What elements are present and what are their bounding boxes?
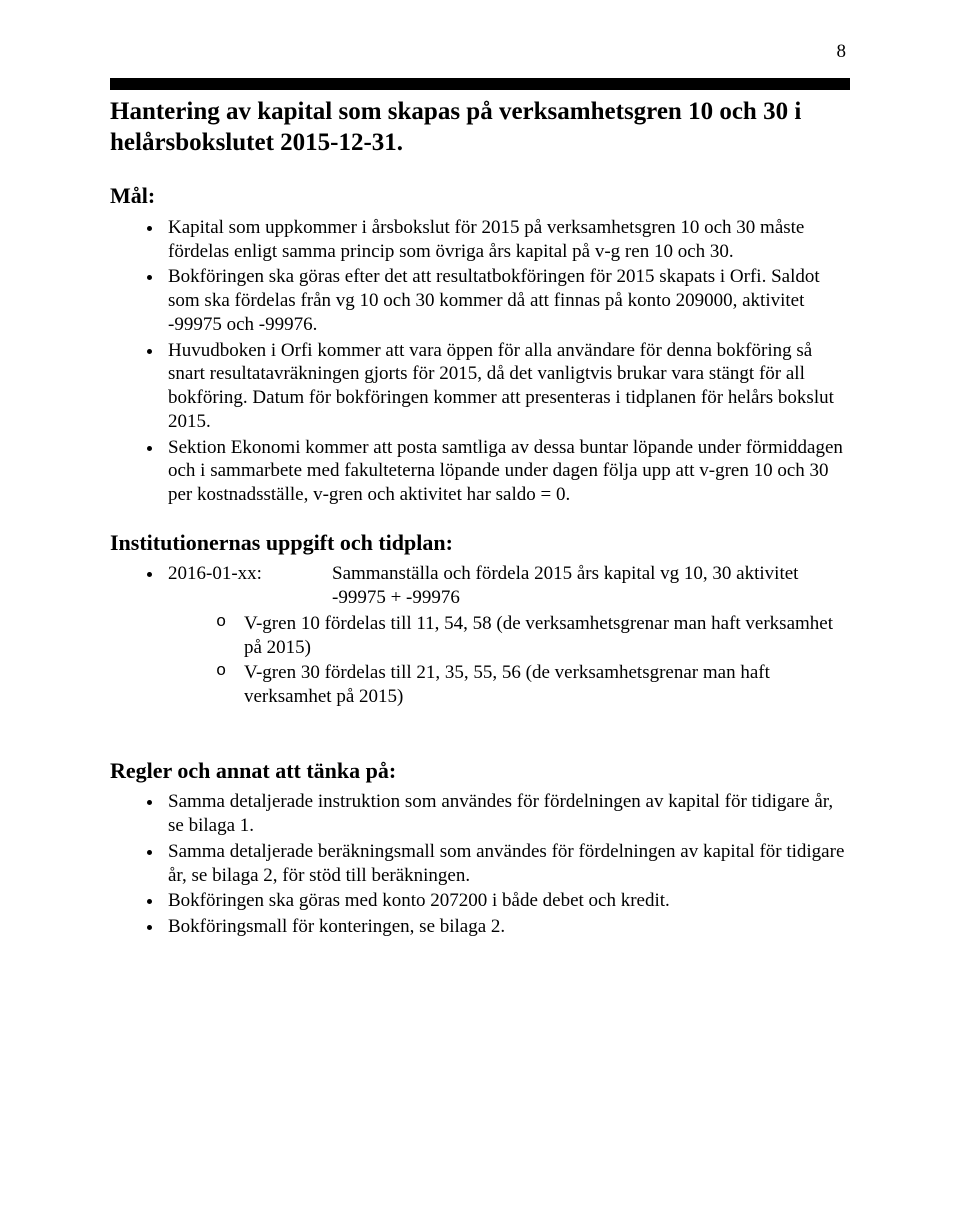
tidplan-subitem: V-gren 30 fördelas till 21, 35, 55, 56 (…	[216, 661, 850, 709]
tidplan-date: 2016-01-xx:	[168, 562, 332, 610]
mal-item: Huvudboken i Orfi kommer att vara öppen …	[164, 339, 850, 434]
regler-item: Samma detaljerade instruktion som använd…	[164, 790, 850, 838]
mal-list: Kapital som uppkommer i årsbokslut för 2…	[110, 216, 850, 507]
mal-item: Sektion Ekonomi kommer att posta samtlig…	[164, 436, 850, 507]
mal-heading: Mål:	[110, 182, 850, 210]
regler-list: Samma detaljerade instruktion som använd…	[110, 790, 850, 939]
regler-item: Bokföringsmall för konteringen, se bilag…	[164, 915, 850, 939]
regler-item: Bokföringen ska göras med konto 207200 i…	[164, 889, 850, 913]
tidplan-list: 2016-01-xx: Sammanställa och fördela 201…	[110, 562, 850, 709]
tidplan-intro: Sammanställa och fördela 2015 års kapita…	[332, 562, 850, 610]
page-title: Hantering av kapital som skapas på verks…	[110, 96, 850, 159]
regler-item: Samma detaljerade beräkningsmall som anv…	[164, 840, 850, 888]
tidplan-item: 2016-01-xx: Sammanställa och fördela 201…	[164, 562, 850, 709]
page-number: 8	[110, 40, 850, 64]
regler-heading: Regler och annat att tänka på:	[110, 757, 850, 785]
mal-item: Bokföringen ska göras efter det att resu…	[164, 265, 850, 336]
mal-item: Kapital som uppkommer i årsbokslut för 2…	[164, 216, 850, 264]
title-rule	[110, 78, 850, 90]
tidplan-subitem: V-gren 10 fördelas till 11, 54, 58 (de v…	[216, 612, 850, 660]
tidplan-sublist: V-gren 10 fördelas till 11, 54, 58 (de v…	[168, 612, 850, 709]
tidplan-heading: Institutionernas uppgift och tidplan:	[110, 529, 850, 557]
